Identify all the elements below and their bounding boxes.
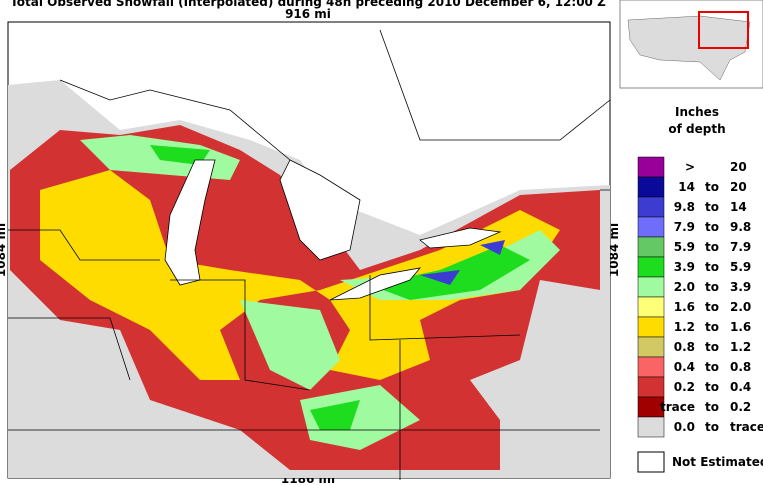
inset-map bbox=[619, 0, 763, 89]
legend-swatch bbox=[637, 156, 665, 178]
legend-title: Inches bbox=[675, 105, 719, 119]
legend-sep: to bbox=[705, 220, 719, 234]
legend-sep: to bbox=[705, 420, 719, 434]
snow-green bbox=[150, 145, 530, 430]
legend-low: trace bbox=[660, 400, 695, 414]
legend-high: 3.9 bbox=[730, 280, 751, 294]
legend-swatch bbox=[637, 176, 665, 198]
lake-erie bbox=[329, 267, 422, 301]
legend-title: of depth bbox=[668, 122, 725, 136]
legend-low: 0.0 bbox=[674, 420, 695, 434]
legend-high: 20 bbox=[730, 160, 747, 174]
legend: >20 14 to 20 9.8 to 14 7.9 to 9.8 5.9 to 7.9 3.9 to 5.9… bbox=[637, 156, 763, 438]
legend-swatch bbox=[637, 336, 665, 358]
legend-low: 5.9 bbox=[674, 240, 695, 254]
legend-sep: to bbox=[705, 280, 719, 294]
legend-low: 1.6 bbox=[674, 300, 695, 314]
legend-high: 1.6 bbox=[730, 320, 751, 334]
legend-sep: to bbox=[705, 360, 719, 374]
legend-high: 9.8 bbox=[730, 220, 751, 234]
map bbox=[7, 21, 611, 480]
title: Total Observed Snowfall (Interpolated) d… bbox=[10, 0, 606, 9]
legend-high: 5.9 bbox=[730, 260, 751, 274]
legend-sep: to bbox=[705, 240, 719, 254]
legend-low: 0.4 bbox=[674, 360, 695, 374]
legend-swatch bbox=[637, 376, 665, 398]
not-estimated-label: Not Estimated bbox=[672, 455, 763, 469]
legend-swatch bbox=[637, 276, 665, 298]
lake-ontario bbox=[419, 227, 502, 249]
top-scale: 916 mi bbox=[285, 7, 331, 21]
legend-low: 9.8 bbox=[674, 200, 695, 214]
legend-high: 2.0 bbox=[730, 300, 751, 314]
legend-sep: to bbox=[705, 180, 719, 194]
snow-blue bbox=[420, 240, 505, 285]
left-scale: 1084 mi bbox=[0, 223, 8, 277]
legend-sep: to bbox=[705, 380, 719, 394]
boundaries bbox=[8, 29, 611, 480]
inset-us bbox=[627, 15, 751, 81]
legend-sep: to bbox=[705, 200, 719, 214]
legend-swatch bbox=[637, 296, 665, 318]
legend-sep: to bbox=[705, 300, 719, 314]
legend-high: 1.2 bbox=[730, 340, 751, 354]
legend-high: 0.4 bbox=[730, 380, 751, 394]
legend-low: 2.0 bbox=[674, 280, 695, 294]
legend-swatch bbox=[637, 196, 665, 218]
legend-swatch bbox=[637, 236, 665, 258]
not-estimated-swatch bbox=[637, 451, 665, 473]
legend-low: 14 bbox=[678, 180, 695, 194]
legend-low: 1.2 bbox=[674, 320, 695, 334]
legend-low: 3.9 bbox=[674, 260, 695, 274]
snow-lightgreen bbox=[80, 135, 560, 450]
legend-high: 20 bbox=[730, 180, 747, 194]
legend-high: 14 bbox=[730, 200, 747, 214]
legend-low: 0.8 bbox=[674, 340, 695, 354]
snow-yellow bbox=[40, 170, 560, 380]
snow-red bbox=[10, 125, 600, 470]
legend-sep: to bbox=[705, 260, 719, 274]
legend-high: 7.9 bbox=[730, 240, 751, 254]
legend-high: trace bbox=[730, 420, 763, 434]
legend-low: 0.2 bbox=[674, 380, 695, 394]
legend-low: > bbox=[685, 160, 695, 174]
legend-high: 0.8 bbox=[730, 360, 751, 374]
legend-sep: to bbox=[705, 400, 719, 414]
legend-swatch bbox=[637, 356, 665, 378]
legend-swatch bbox=[637, 216, 665, 238]
inset-box bbox=[698, 11, 749, 49]
legend-swatch bbox=[637, 256, 665, 278]
legend-sep: to bbox=[705, 340, 719, 354]
legend-low: 7.9 bbox=[674, 220, 695, 234]
lake-huron bbox=[279, 159, 361, 261]
legend-high: 0.2 bbox=[730, 400, 751, 414]
legend-swatch bbox=[637, 316, 665, 338]
legend-swatch bbox=[637, 416, 665, 438]
legend-sep: to bbox=[705, 320, 719, 334]
